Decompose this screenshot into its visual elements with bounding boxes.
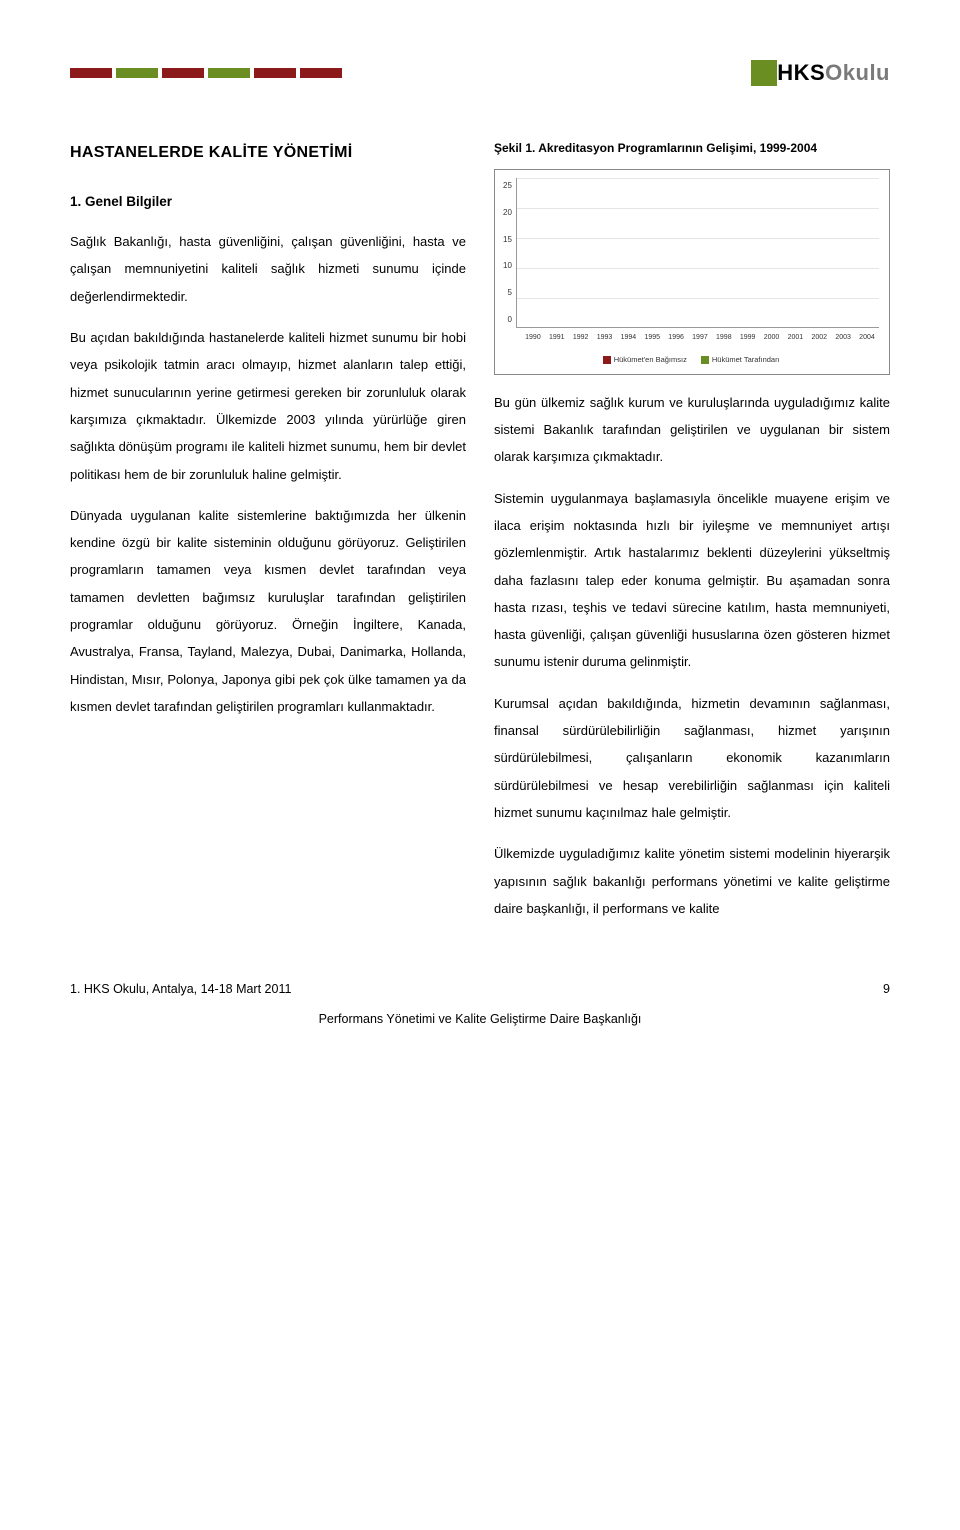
logo-square (751, 60, 777, 86)
footer: 1. HKS Okulu, Antalya, 14-18 Mart 2011 9 (70, 976, 890, 1002)
chart-bars (517, 178, 879, 327)
y-tick: 0 (503, 312, 512, 329)
header-bar: HKSOkulu (70, 50, 890, 96)
stripe (254, 68, 296, 78)
gridline (517, 238, 879, 239)
x-tick: 1992 (573, 331, 589, 346)
body-paragraph: Sağlık Bakanlığı, hasta güvenliğini, çal… (70, 228, 466, 310)
footer-center: Performans Yönetimi ve Kalite Geliştirme… (70, 1006, 890, 1032)
stripe (70, 68, 112, 78)
logo-hks: HKS (777, 60, 825, 85)
legend-label: Hükümet Tarafından (712, 352, 779, 368)
right-column: Şekil 1. Akreditasyon Programlarının Gel… (494, 136, 890, 936)
x-tick: 2004 (859, 331, 875, 346)
stripe (300, 68, 342, 78)
body-paragraph: Ülkemizde uyguladığımız kalite yönetim s… (494, 840, 890, 922)
page-number: 9 (883, 976, 890, 1002)
x-tick: 2001 (788, 331, 804, 346)
x-tick: 1999 (740, 331, 756, 346)
x-tick: 1990 (525, 331, 541, 346)
stripe (208, 68, 250, 78)
body-paragraph: Bu gün ülkemiz sağlık kurum ve kuruluşla… (494, 389, 890, 471)
x-tick: 1996 (668, 331, 684, 346)
content-columns: HASTANELERDE KALİTE YÖNETİMİ 1. Genel Bi… (70, 136, 890, 936)
footer-left: 1. HKS Okulu, Antalya, 14-18 Mart 2011 (70, 976, 291, 1002)
stripe (116, 68, 158, 78)
x-tick: 1994 (621, 331, 637, 346)
legend-swatch (701, 356, 709, 364)
logo: HKSOkulu (751, 50, 890, 96)
x-tick: 1997 (692, 331, 708, 346)
y-tick: 20 (503, 205, 512, 222)
header-stripes (70, 68, 342, 78)
y-tick: 10 (503, 258, 512, 275)
gridline (517, 178, 879, 179)
figure-caption: Şekil 1. Akreditasyon Programlarının Gel… (494, 136, 890, 161)
chart: 2520151050 19901991199219931994199519961… (494, 169, 890, 374)
body-paragraph: Kurumsal açıdan bakıldığında, hizmetin d… (494, 690, 890, 826)
body-paragraph: Sistemin uygulanmaya başlamasıyla önceli… (494, 485, 890, 676)
x-tick: 2003 (835, 331, 851, 346)
x-tick: 1998 (716, 331, 732, 346)
y-tick: 15 (503, 232, 512, 249)
left-column: HASTANELERDE KALİTE YÖNETİMİ 1. Genel Bi… (70, 136, 466, 936)
y-tick: 25 (503, 178, 512, 195)
stripe (162, 68, 204, 78)
legend-item: Hükümet Tarafından (701, 352, 779, 368)
body-paragraph: Dünyada uygulanan kalite sistemlerine ba… (70, 502, 466, 720)
logo-text: HKSOkulu (777, 50, 890, 96)
legend-swatch (603, 356, 611, 364)
chart-legend: Hükümet'en Bağımsız Hükümet Tarafından (503, 352, 879, 368)
legend-item: Hükümet'en Bağımsız (603, 352, 687, 368)
chart-plot (516, 178, 879, 328)
body-paragraph: Bu açıdan bakıldığında hastanelerde kali… (70, 324, 466, 488)
gridline (517, 268, 879, 269)
logo-okulu: Okulu (825, 60, 890, 85)
legend-label: Hükümet'en Bağımsız (614, 352, 687, 368)
x-tick: 1993 (597, 331, 613, 346)
section-title: 1. Genel Bilgiler (70, 188, 466, 216)
x-tick: 1991 (549, 331, 565, 346)
y-tick: 5 (503, 285, 512, 302)
chart-x-axis: 1990 1991 1992 1993 1994 1995 1996 1997 1998 1999… (521, 331, 879, 346)
x-tick: 1995 (644, 331, 660, 346)
main-title: HASTANELERDE KALİTE YÖNETİMİ (70, 136, 466, 170)
gridline (517, 208, 879, 209)
x-tick: 2002 (811, 331, 827, 346)
x-tick: 2000 (764, 331, 780, 346)
gridline (517, 298, 879, 299)
chart-y-axis: 25 20 15 10 5 0 (503, 178, 516, 328)
